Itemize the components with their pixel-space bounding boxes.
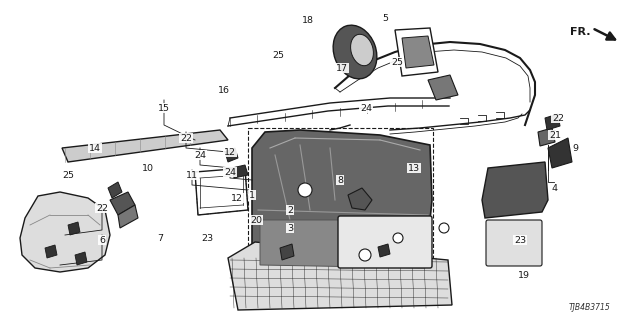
Polygon shape — [348, 188, 372, 210]
Polygon shape — [232, 165, 248, 178]
Text: 19: 19 — [518, 270, 530, 279]
Polygon shape — [545, 114, 560, 130]
Text: 25: 25 — [62, 171, 74, 180]
Text: 12: 12 — [224, 148, 236, 156]
Text: 11: 11 — [186, 171, 198, 180]
Text: TJB4B3715: TJB4B3715 — [569, 303, 611, 313]
Bar — [248, 128, 433, 276]
Text: 22: 22 — [552, 114, 564, 123]
Text: 15: 15 — [158, 103, 170, 113]
Text: 22: 22 — [180, 133, 192, 142]
Polygon shape — [225, 148, 238, 162]
Text: 24: 24 — [360, 103, 372, 113]
Circle shape — [439, 223, 449, 233]
Polygon shape — [280, 244, 294, 260]
Text: 8: 8 — [337, 175, 343, 185]
Text: 6: 6 — [99, 236, 105, 244]
Text: 25: 25 — [272, 51, 284, 60]
Text: 9: 9 — [572, 143, 578, 153]
Text: 7: 7 — [157, 234, 163, 243]
Text: 23: 23 — [514, 236, 526, 244]
Polygon shape — [402, 36, 434, 68]
Text: 5: 5 — [382, 13, 388, 22]
Circle shape — [393, 233, 403, 243]
Text: 24: 24 — [224, 167, 236, 177]
Polygon shape — [538, 128, 555, 146]
Polygon shape — [482, 162, 548, 218]
Text: 12: 12 — [231, 194, 243, 203]
FancyBboxPatch shape — [338, 216, 432, 268]
Polygon shape — [108, 182, 122, 198]
Text: 17: 17 — [336, 63, 348, 73]
Text: 25: 25 — [391, 58, 403, 67]
Polygon shape — [428, 75, 458, 100]
Text: 16: 16 — [218, 85, 230, 94]
Text: 20: 20 — [250, 215, 262, 225]
Polygon shape — [260, 220, 425, 268]
Text: 22: 22 — [96, 204, 108, 212]
Text: 4: 4 — [551, 183, 557, 193]
Text: 24: 24 — [194, 150, 206, 159]
Ellipse shape — [351, 34, 373, 66]
Polygon shape — [75, 252, 87, 265]
Circle shape — [359, 249, 371, 261]
Polygon shape — [228, 242, 452, 310]
Text: 13: 13 — [408, 164, 420, 172]
Text: 3: 3 — [287, 223, 293, 233]
FancyBboxPatch shape — [486, 220, 542, 266]
Circle shape — [298, 183, 312, 197]
Polygon shape — [252, 130, 432, 272]
Text: FR.: FR. — [570, 27, 590, 37]
Ellipse shape — [333, 25, 377, 79]
Polygon shape — [118, 205, 138, 228]
Text: 23: 23 — [201, 234, 213, 243]
Polygon shape — [110, 192, 135, 215]
Polygon shape — [548, 138, 572, 168]
Text: 10: 10 — [142, 164, 154, 172]
Polygon shape — [62, 130, 228, 162]
Polygon shape — [68, 222, 80, 235]
Text: 2: 2 — [287, 205, 293, 214]
Text: 14: 14 — [89, 143, 101, 153]
Polygon shape — [378, 244, 390, 257]
Polygon shape — [45, 245, 57, 258]
Text: 21: 21 — [549, 131, 561, 140]
Polygon shape — [20, 192, 110, 272]
Text: 18: 18 — [302, 15, 314, 25]
Text: 1: 1 — [249, 190, 255, 199]
Polygon shape — [395, 28, 438, 76]
